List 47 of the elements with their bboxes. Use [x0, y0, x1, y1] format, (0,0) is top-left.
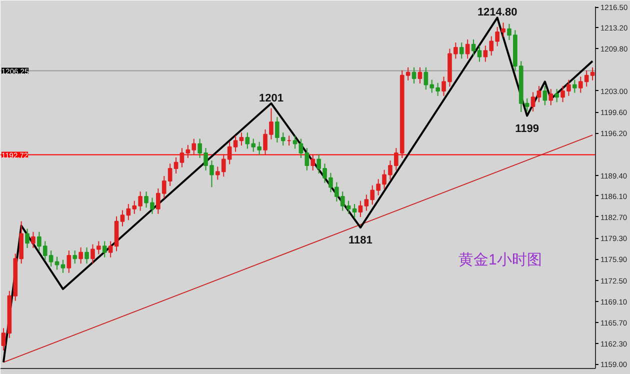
candlestick	[25, 228, 30, 249]
candlestick	[471, 38, 476, 56]
candlestick	[364, 194, 369, 212]
candlestick	[418, 66, 422, 84]
data-label: 1199	[515, 122, 540, 135]
candlestick	[536, 85, 542, 103]
candlestick	[572, 79, 577, 94]
candlestick	[108, 240, 113, 258]
candlestick	[548, 88, 554, 106]
candlestick	[465, 38, 470, 60]
candlestick	[459, 42, 464, 60]
candlestick	[78, 246, 83, 264]
candlestick	[310, 154, 316, 171]
candlestick	[507, 23, 512, 41]
candlestick	[180, 148, 184, 168]
candlestick	[298, 138, 304, 159]
candlestick	[590, 66, 595, 81]
candlestick	[54, 256, 60, 270]
candlestick	[530, 92, 536, 112]
candlestick	[210, 160, 214, 188]
candlestick	[566, 79, 571, 96]
candlestick	[102, 240, 107, 258]
candlestick	[304, 148, 310, 171]
candlestick	[412, 66, 416, 84]
candlestick	[560, 85, 565, 103]
data-label: 1214.80	[477, 6, 518, 19]
candlestick	[477, 45, 482, 62]
candlestick	[554, 88, 559, 103]
candlestick	[31, 231, 36, 249]
candlestick	[174, 156, 178, 174]
data-label: 1181	[348, 234, 372, 247]
candlestick	[72, 250, 78, 264]
candlestick	[292, 135, 298, 150]
candlestick	[358, 200, 363, 218]
candlestick	[156, 188, 160, 214]
candlestick	[542, 85, 548, 106]
candlestick	[120, 210, 125, 227]
data-label: 1201	[258, 92, 284, 104]
candlestick	[66, 250, 72, 274]
candlestick	[1, 328, 6, 351]
annotation: 黄金1小时图	[458, 252, 542, 268]
candlestick	[233, 135, 238, 152]
candlestick	[60, 259, 66, 274]
candlestick	[352, 203, 357, 219]
line-series	[2, 16, 594, 364]
candlestick	[239, 132, 244, 146]
candlestick	[84, 246, 89, 264]
